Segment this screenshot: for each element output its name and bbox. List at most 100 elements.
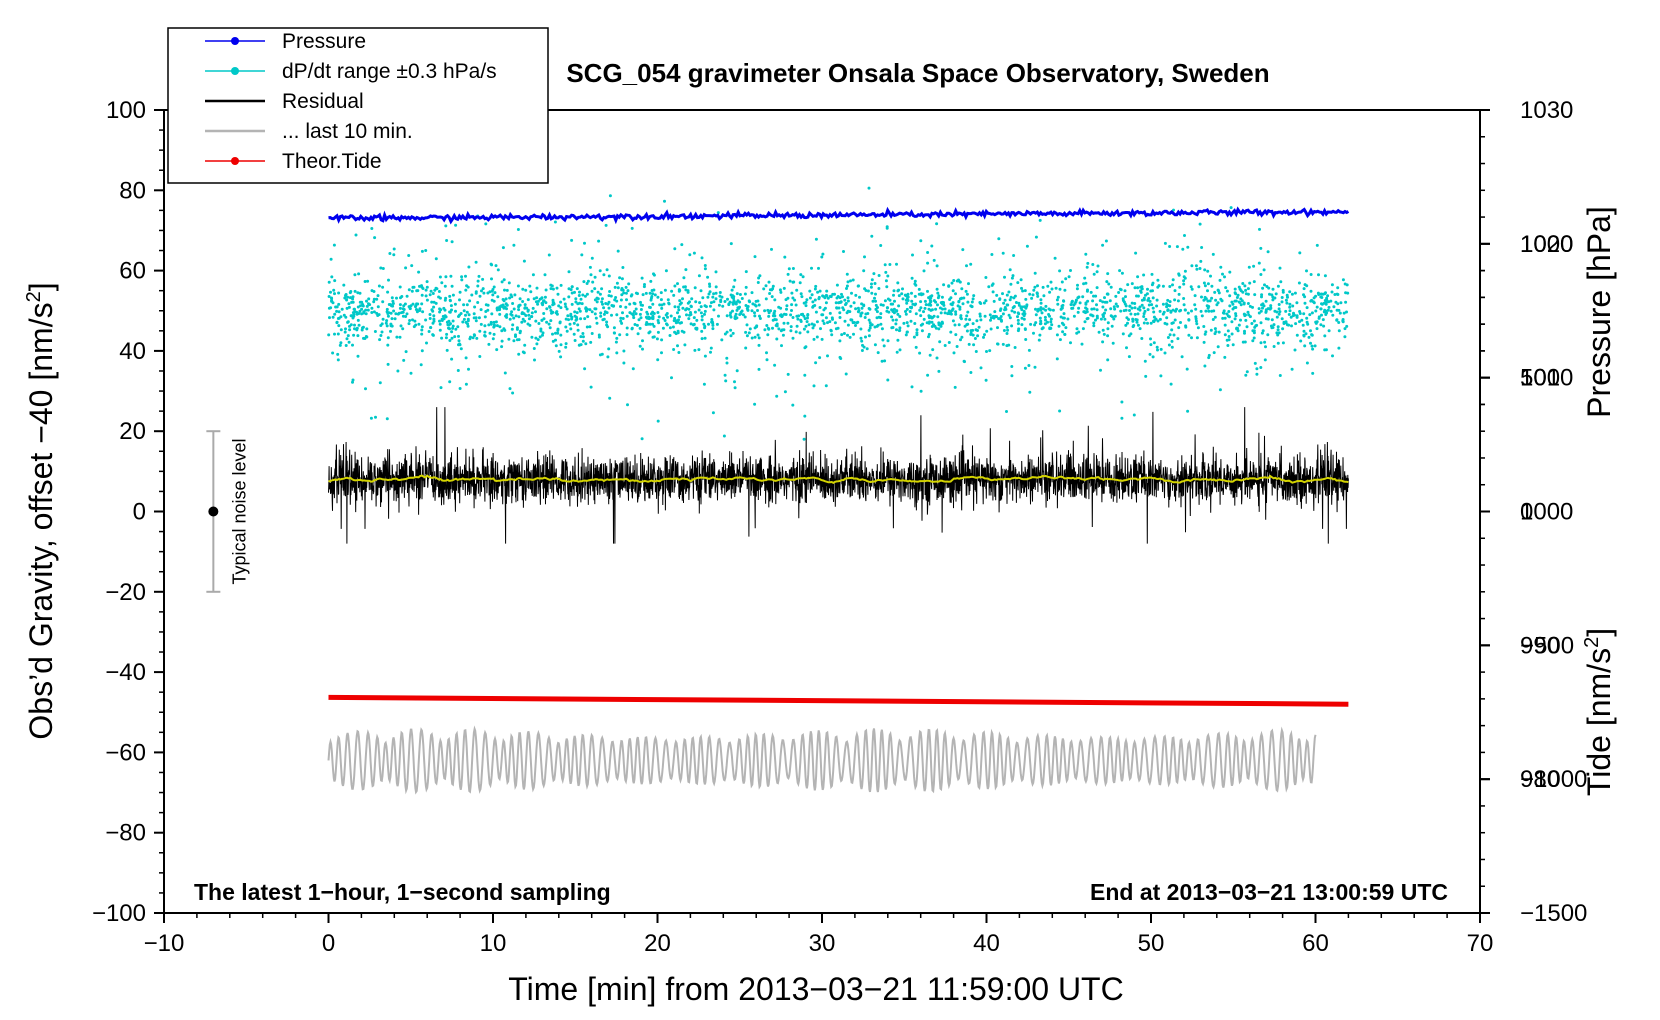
dpdt-point xyxy=(1344,291,1348,295)
dpdt-point xyxy=(999,307,1003,311)
dpdt-point xyxy=(1252,336,1256,340)
dpdt-point xyxy=(1151,306,1155,310)
dpdt-point xyxy=(926,289,929,293)
dpdt-point xyxy=(381,285,385,289)
dpdt-point xyxy=(1282,320,1286,324)
dpdt-point xyxy=(1284,309,1288,313)
dpdt-point xyxy=(840,292,843,296)
dpdt-point xyxy=(1218,278,1222,282)
dpdt-point xyxy=(919,323,923,327)
dpdt-point xyxy=(414,323,418,327)
dpdt-point xyxy=(1321,318,1325,322)
dpdt-point xyxy=(864,312,868,316)
dpdt-point xyxy=(1272,323,1276,327)
dpdt-point xyxy=(911,253,914,257)
x-tick-label: −10 xyxy=(144,930,185,957)
dpdt-point xyxy=(828,311,832,315)
dpdt-point xyxy=(649,279,653,283)
dpdt-point xyxy=(605,311,609,315)
dpdt-point xyxy=(930,294,934,298)
y-axis-left-title: Obs’d Gravity, offset −40 [nm/s2] xyxy=(23,282,59,739)
dpdt-point xyxy=(470,293,474,297)
dpdt-point xyxy=(1172,208,1175,212)
dpdt-point xyxy=(405,294,409,298)
dpdt-point xyxy=(386,362,390,366)
dpdt-point xyxy=(1322,324,1326,328)
dpdt-point xyxy=(1222,309,1226,313)
dpdt-point xyxy=(1214,298,1218,302)
dpdt-point xyxy=(791,316,795,319)
dpdt-point xyxy=(895,262,898,266)
dpdt-point xyxy=(414,308,418,311)
dpdt-point xyxy=(985,350,988,353)
dpdt-point xyxy=(731,331,735,335)
dpdt-point xyxy=(1038,218,1042,222)
dpdt-point xyxy=(852,321,856,324)
dpdt-point xyxy=(505,288,509,292)
dpdt-point xyxy=(1319,295,1323,299)
dpdt-point xyxy=(758,317,762,320)
dpdt-point xyxy=(1138,305,1142,309)
dpdt-point xyxy=(348,296,352,300)
dpdt-point xyxy=(1268,292,1271,296)
dpdt-point xyxy=(815,335,819,339)
dpdt-point xyxy=(1123,302,1127,306)
dpdt-point xyxy=(979,366,983,370)
dpdt-point xyxy=(677,289,681,293)
y-axis-tide-title: Tide [nm/s2] xyxy=(1581,628,1617,796)
dpdt-point xyxy=(1317,315,1321,319)
dpdt-point xyxy=(1211,318,1215,321)
dpdt-point xyxy=(849,279,852,283)
dpdt-point xyxy=(766,308,770,312)
dpdt-point xyxy=(573,310,577,314)
dpdt-point xyxy=(1091,299,1095,303)
dpdt-point xyxy=(801,312,805,316)
dpdt-point xyxy=(860,306,864,310)
dpdt-point xyxy=(1147,303,1151,307)
dpdt-point xyxy=(873,282,877,285)
dpdt-point xyxy=(472,312,476,316)
dpdt-point xyxy=(863,316,867,319)
dpdt-point xyxy=(1295,333,1299,337)
dpdt-point xyxy=(1287,323,1291,327)
dpdt-point xyxy=(651,302,655,306)
y-axis-left-title-sup: 2 xyxy=(23,291,45,302)
dpdt-point xyxy=(1113,307,1117,311)
dpdt-point xyxy=(706,295,710,299)
dpdt-point xyxy=(931,348,935,352)
dpdt-point xyxy=(554,344,558,348)
dpdt-point xyxy=(1101,328,1105,332)
dpdt-point xyxy=(1106,321,1110,325)
dpdt-point xyxy=(820,337,824,341)
dpdt-point xyxy=(808,296,812,300)
dpdt-point xyxy=(1150,303,1154,307)
dpdt-point xyxy=(1193,303,1197,307)
dpdt-point xyxy=(427,330,431,333)
dpdt-point xyxy=(905,330,909,334)
x-tick-label: 10 xyxy=(480,930,507,957)
dpdt-point xyxy=(386,290,390,294)
dpdt-point xyxy=(442,317,446,321)
dpdt-point xyxy=(846,299,850,303)
dpdt-point xyxy=(942,283,946,287)
dpdt-point xyxy=(932,258,936,262)
dpdt-point xyxy=(691,323,695,327)
dpdt-point xyxy=(707,322,710,326)
dpdt-point xyxy=(1020,323,1024,327)
dpdt-point xyxy=(524,288,528,292)
dpdt-point xyxy=(384,321,388,325)
dpdt-point xyxy=(835,283,839,287)
dpdt-point xyxy=(578,290,581,294)
dpdt-point xyxy=(1263,358,1267,362)
dpdt-point xyxy=(523,306,527,310)
dpdt-point xyxy=(1252,319,1256,323)
dpdt-point xyxy=(1286,295,1289,299)
dpdt-point xyxy=(336,358,340,362)
dpdt-point xyxy=(479,308,483,312)
dpdt-point xyxy=(653,293,657,297)
dpdt-point xyxy=(597,239,601,243)
dpdt-point xyxy=(984,299,988,303)
dpdt-point xyxy=(457,334,460,338)
dpdt-point xyxy=(354,233,358,237)
dpdt-point xyxy=(660,351,663,355)
